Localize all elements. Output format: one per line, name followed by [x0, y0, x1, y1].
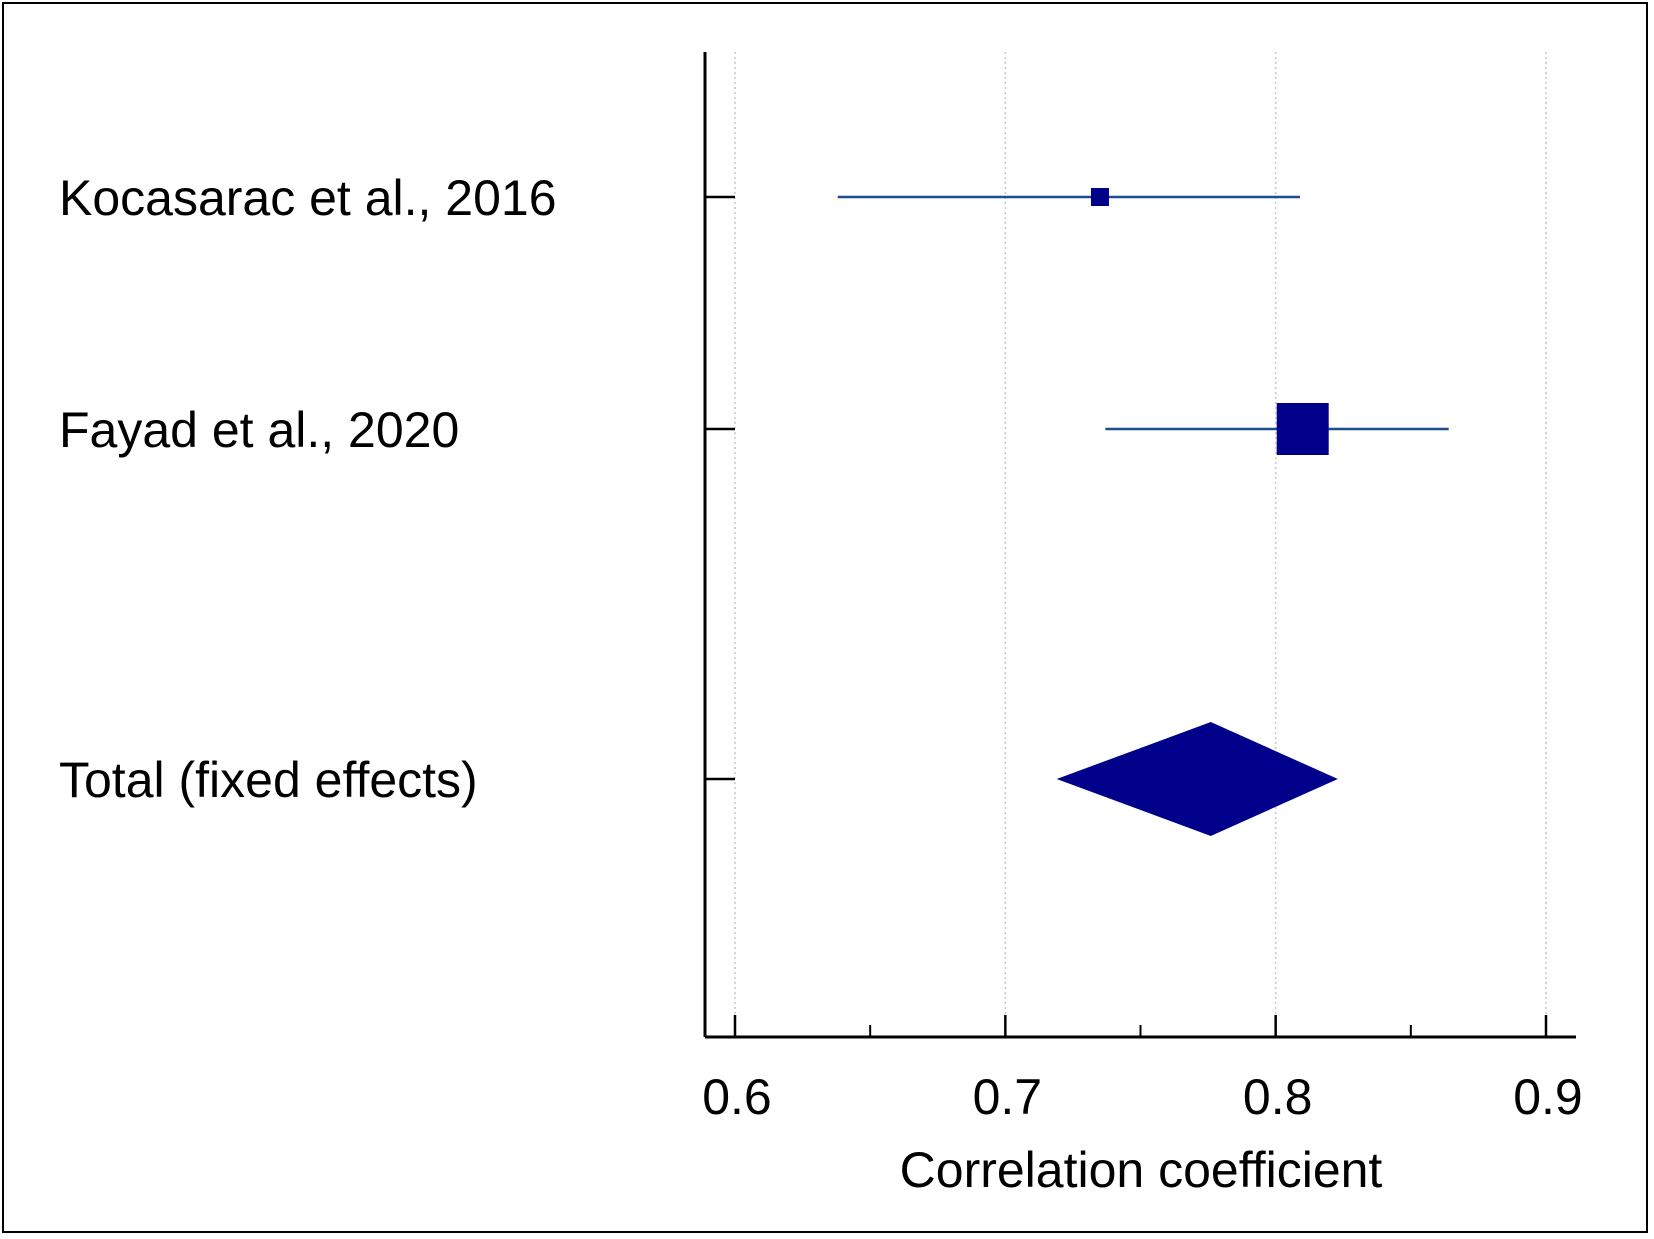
pooled-label: Total (fixed effects) [59, 752, 478, 808]
study-label: Fayad et al., 2020 [59, 402, 459, 458]
pooled-diamond [1056, 722, 1338, 836]
study-row: Kocasarac et al., 2016 [59, 170, 1300, 226]
axes [703, 52, 1576, 1039]
effect-marker [1090, 188, 1109, 206]
effect-marker [1276, 403, 1329, 455]
study-row: Fayad et al., 2020 [59, 402, 1449, 458]
x-tick-label-0.6: 0.6 [702, 1069, 772, 1125]
forest-plot: 0.6 0.7 0.8 0.9 Kocasarac et al., 2016 Fayad… [59, 52, 1583, 1198]
x-axis-ticks: 0.6 0.7 0.8 0.9 [702, 1015, 1583, 1125]
x-tick-label-0.7: 0.7 [973, 1069, 1043, 1125]
x-tick-label-0.8: 0.8 [1243, 1069, 1313, 1125]
study-rows: Kocasarac et al., 2016 Fayad et al., 2020… [59, 170, 1449, 836]
gridlines [734, 52, 1547, 1037]
x-axis-title: Correlation coefficient [900, 1142, 1383, 1198]
x-tick-label-0.9: 0.9 [1513, 1069, 1583, 1125]
study-label: Kocasarac et al., 2016 [59, 170, 557, 226]
pooled-row: Total (fixed effects) [59, 722, 1338, 836]
